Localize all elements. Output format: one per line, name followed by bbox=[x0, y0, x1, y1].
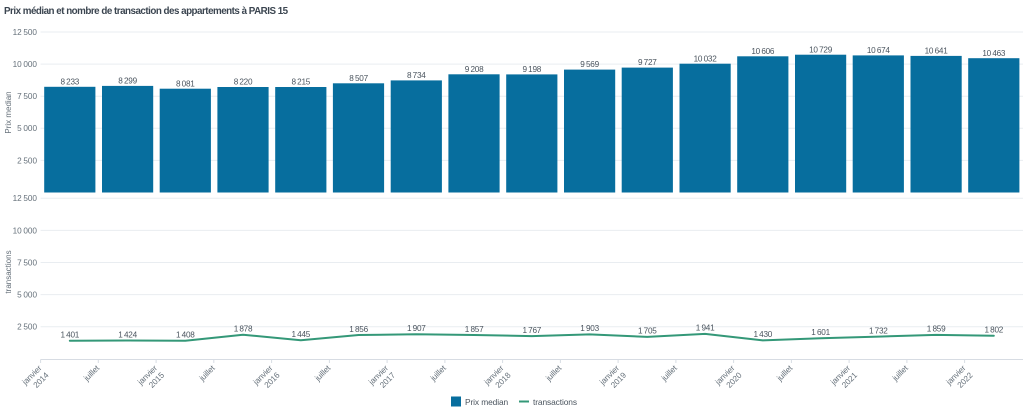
svg-text:10 000: 10 000 bbox=[13, 60, 38, 69]
svg-text:7 500: 7 500 bbox=[17, 258, 37, 267]
svg-text:Prix median: Prix median bbox=[4, 91, 13, 133]
svg-text:1 878: 1 878 bbox=[234, 325, 253, 334]
svg-text:8 081: 8 081 bbox=[176, 79, 195, 88]
svg-text:9 727: 9 727 bbox=[638, 58, 657, 67]
svg-text:8 507: 8 507 bbox=[349, 74, 368, 83]
svg-text:9 198: 9 198 bbox=[522, 65, 541, 74]
svg-text:10 463: 10 463 bbox=[982, 49, 1006, 58]
svg-text:2 500: 2 500 bbox=[17, 323, 37, 332]
svg-text:10 606: 10 606 bbox=[751, 47, 775, 56]
svg-text:1 941: 1 941 bbox=[696, 324, 715, 333]
svg-text:1 401: 1 401 bbox=[60, 331, 79, 340]
svg-text:5 000: 5 000 bbox=[17, 291, 37, 300]
svg-text:8 233: 8 233 bbox=[60, 77, 79, 86]
svg-text:5 000: 5 000 bbox=[17, 124, 37, 133]
svg-text:10 032: 10 032 bbox=[694, 54, 718, 63]
svg-text:10 729: 10 729 bbox=[809, 45, 833, 54]
svg-text:1 732: 1 732 bbox=[869, 326, 888, 335]
svg-text:8 299: 8 299 bbox=[118, 77, 137, 86]
svg-text:1 802: 1 802 bbox=[984, 326, 1003, 335]
svg-text:12 500: 12 500 bbox=[13, 28, 38, 37]
svg-text:1 705: 1 705 bbox=[638, 327, 657, 336]
svg-text:1 857: 1 857 bbox=[465, 325, 484, 334]
svg-text:8 734: 8 734 bbox=[407, 71, 426, 80]
svg-text:1 601: 1 601 bbox=[811, 328, 830, 337]
svg-text:10 674: 10 674 bbox=[867, 46, 891, 55]
svg-text:1 445: 1 445 bbox=[291, 330, 310, 339]
svg-text:1 767: 1 767 bbox=[522, 326, 541, 335]
svg-text:9 208: 9 208 bbox=[465, 65, 484, 74]
svg-text:9 569: 9 569 bbox=[580, 60, 599, 69]
svg-text:transactions: transactions bbox=[4, 250, 13, 293]
svg-text:10 641: 10 641 bbox=[925, 47, 949, 56]
svg-text:2 500: 2 500 bbox=[17, 156, 37, 165]
svg-text:1 424: 1 424 bbox=[118, 330, 137, 339]
svg-text:Prix médian et nombre de trans: Prix médian et nombre de transaction des… bbox=[4, 6, 289, 17]
svg-text:1 856: 1 856 bbox=[349, 325, 368, 334]
svg-text:1 903: 1 903 bbox=[580, 324, 599, 333]
svg-text:7 500: 7 500 bbox=[17, 92, 37, 101]
svg-text:12 500: 12 500 bbox=[13, 194, 38, 203]
svg-text:1 859: 1 859 bbox=[927, 325, 946, 334]
svg-text:transactions: transactions bbox=[533, 397, 577, 407]
svg-text:1 430: 1 430 bbox=[753, 330, 772, 339]
svg-text:Prix median: Prix median bbox=[465, 397, 509, 407]
svg-text:8 220: 8 220 bbox=[234, 78, 253, 87]
svg-text:10 000: 10 000 bbox=[13, 226, 38, 235]
svg-text:1 907: 1 907 bbox=[407, 324, 426, 333]
svg-text:1 408: 1 408 bbox=[176, 331, 195, 340]
svg-text:8 215: 8 215 bbox=[291, 78, 310, 87]
